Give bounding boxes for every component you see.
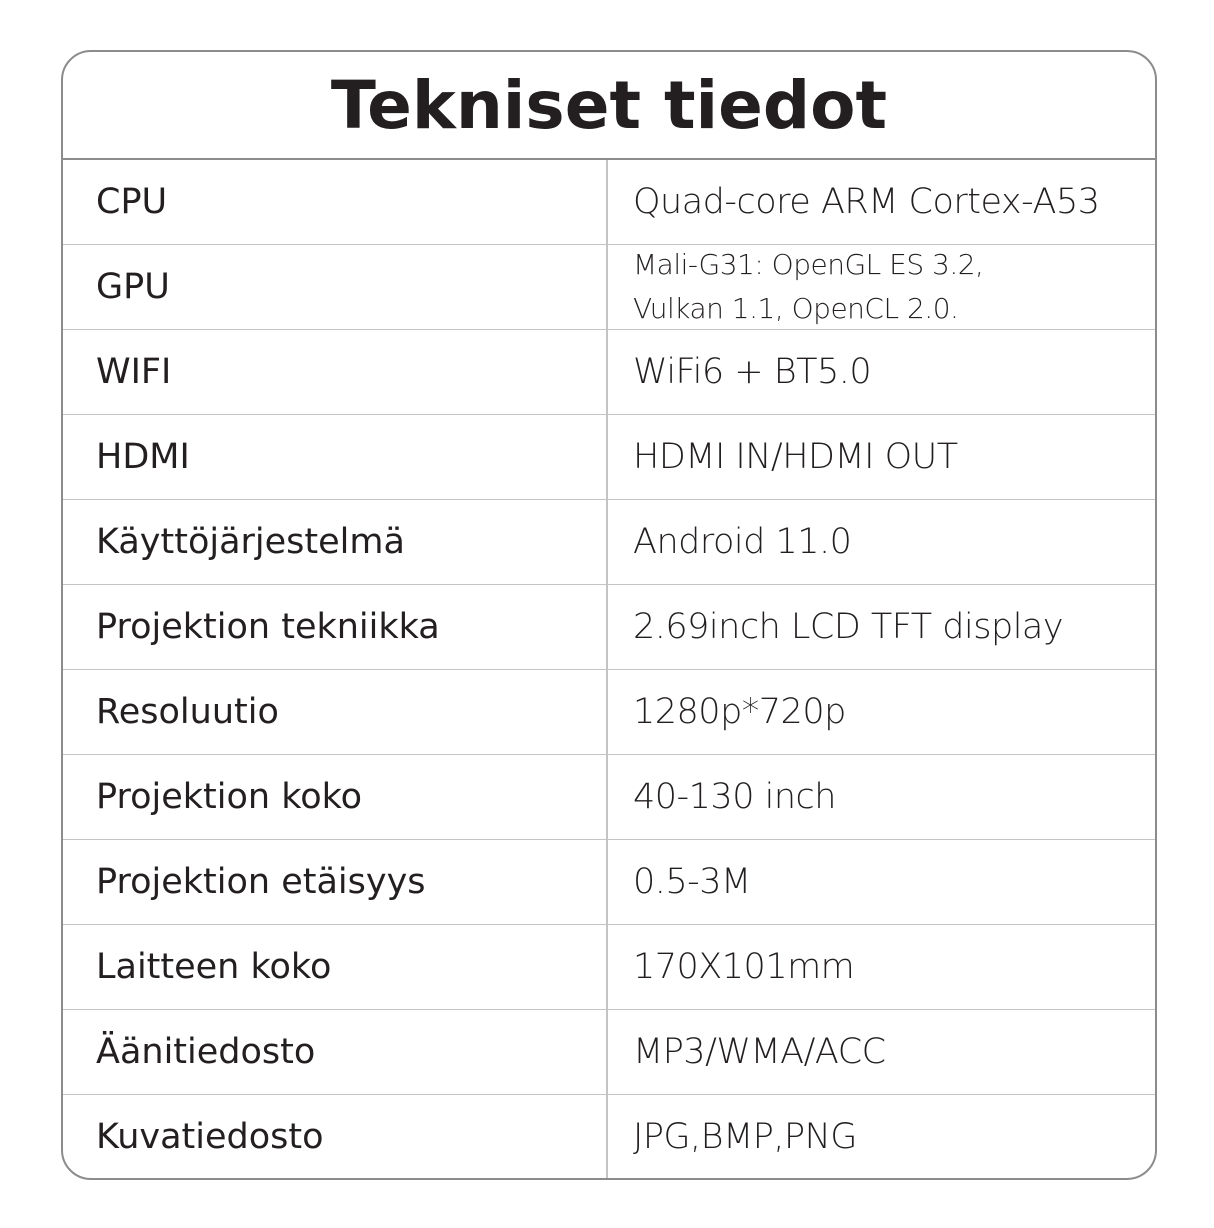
row-label: Resoluutio <box>63 670 608 754</box>
table-row: CPU Quad-core ARM Cortex-A53 <box>63 160 1155 245</box>
table-row: Laitteen koko 170X101mm <box>63 925 1155 1010</box>
row-value: 2.69inch LCD TFT display <box>633 607 1064 647</box>
row-label: Äänitiedosto <box>63 1010 608 1094</box>
row-label: Laitteen koko <box>63 925 608 1009</box>
row-label: Käyttöjärjestelmä <box>63 500 608 584</box>
table-row: GPU Mali-G31: OpenGL ES 3.2, Vulkan 1.1, O… <box>63 245 1155 330</box>
row-label: Kuvatiedosto <box>63 1095 608 1178</box>
row-label: Projektion etäisyys <box>63 840 608 924</box>
row-value: JPG,BMP,PNG <box>633 1117 857 1157</box>
spec-table: Tekniset tiedot CPU Quad-core ARM Cortex-… <box>61 50 1157 1180</box>
row-value: MP3/WMA/ACC <box>633 1032 886 1072</box>
table-row: Projektion koko 40-130 inch <box>63 755 1155 840</box>
row-value: 170X101mm <box>633 947 855 987</box>
row-label: HDMI <box>63 415 608 499</box>
table-row: Resoluutio 1280p*720p <box>63 670 1155 755</box>
row-value: WiFi6 + BT5.0 <box>633 352 872 392</box>
row-label: CPU <box>63 160 608 244</box>
row-value: 40-130 inch <box>633 777 836 817</box>
table-row: HDMI HDMI IN/HDMI OUT <box>63 415 1155 500</box>
table-row: Projektion etäisyys 0.5-3M <box>63 840 1155 925</box>
row-value: Quad-core ARM Cortex-A53 <box>633 182 1100 222</box>
row-value: HDMI IN/HDMI OUT <box>633 437 958 477</box>
row-label: Projektion tekniikka <box>63 585 608 669</box>
row-label: GPU <box>63 245 608 329</box>
row-label: Projektion koko <box>63 755 608 839</box>
row-value: Android 11.0 <box>633 522 852 562</box>
table-row: WIFI WiFi6 + BT5.0 <box>63 330 1155 415</box>
table-row: Projektion tekniikka 2.69inch LCD TFT dis… <box>63 585 1155 670</box>
row-label: WIFI <box>63 330 608 414</box>
row-value: Mali-G31: OpenGL ES 3.2, Vulkan 1.1, Open… <box>608 245 1155 329</box>
row-value-line: Vulkan 1.1, OpenCL 2.0. <box>633 292 959 325</box>
page-title: Tekniset tiedot <box>63 52 1155 160</box>
row-value: 1280p*720p <box>633 692 846 732</box>
table-row: Äänitiedosto MP3/WMA/ACC <box>63 1010 1155 1095</box>
row-value: 0.5-3M <box>633 862 751 902</box>
table-row: Käyttöjärjestelmä Android 11.0 <box>63 500 1155 585</box>
table-row: Kuvatiedosto JPG,BMP,PNG <box>63 1095 1155 1178</box>
row-value-line: Mali-G31: OpenGL ES 3.2, <box>633 248 984 281</box>
